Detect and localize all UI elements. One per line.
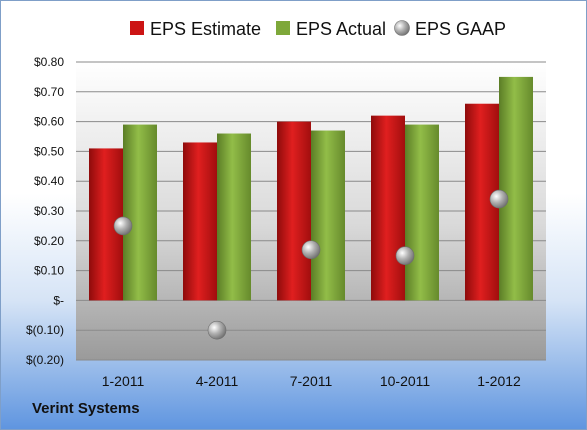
y-tick-label: $0.50 [34,144,64,158]
y-tick-label: $0.10 [34,264,64,278]
x-tick-label: 1-2011 [102,373,145,389]
x-tick-label: 1-2012 [477,373,521,389]
legend-label: EPS Estimate [150,19,261,39]
eps-gaap-marker [113,216,133,236]
y-tick-label: $0.40 [34,174,64,188]
eps-actual-bar [123,124,157,301]
eps-gaap-marker [301,240,321,260]
x-tick-label: 4-2011 [196,373,239,389]
eps-actual-bar [405,124,439,301]
eps-gaap-marker [395,246,415,265]
eps-estimate-bar [371,115,405,301]
legend: EPS Estimate EPS Actual EPS GAAP [130,19,506,39]
y-tick-label: $0.60 [34,115,64,129]
x-tick-label: 10-2011 [380,373,431,389]
eps-actual-bar [217,133,251,301]
gaap-markers [113,189,509,340]
x-tick-label: 7-2011 [290,373,333,389]
legend-swatch [394,20,410,36]
y-tick-label: $0.30 [34,204,64,218]
eps-estimate-bar [277,121,311,301]
legend-swatch [130,21,144,35]
y-tick-label: $0.70 [34,85,64,99]
x-axis: 1-2011 4-2011 7-2011 10-2011 1-2012 [102,373,521,389]
y-tick-label: $0.20 [34,234,64,248]
eps-estimate-bar [183,142,217,301]
eps-gaap-marker [489,189,509,209]
y-tick-label: $0.80 [34,55,64,69]
legend-label: EPS GAAP [415,19,506,39]
eps-actual-bar [499,76,533,301]
y-tick-label: $- [53,293,64,307]
legend-swatch [276,21,290,35]
legend-label: EPS Actual [296,19,386,39]
company-label: Verint Systems [32,400,140,417]
eps-gaap-marker [207,320,227,340]
y-tick-label: $(0.20) [26,353,64,367]
y-tick-label: $(0.10) [26,323,64,337]
y-axis: $(0.20) $(0.10) $- $0.10 $0.20 $0.30 $0.40 $0.5… [26,55,64,367]
eps-actual-bar [311,130,345,301]
